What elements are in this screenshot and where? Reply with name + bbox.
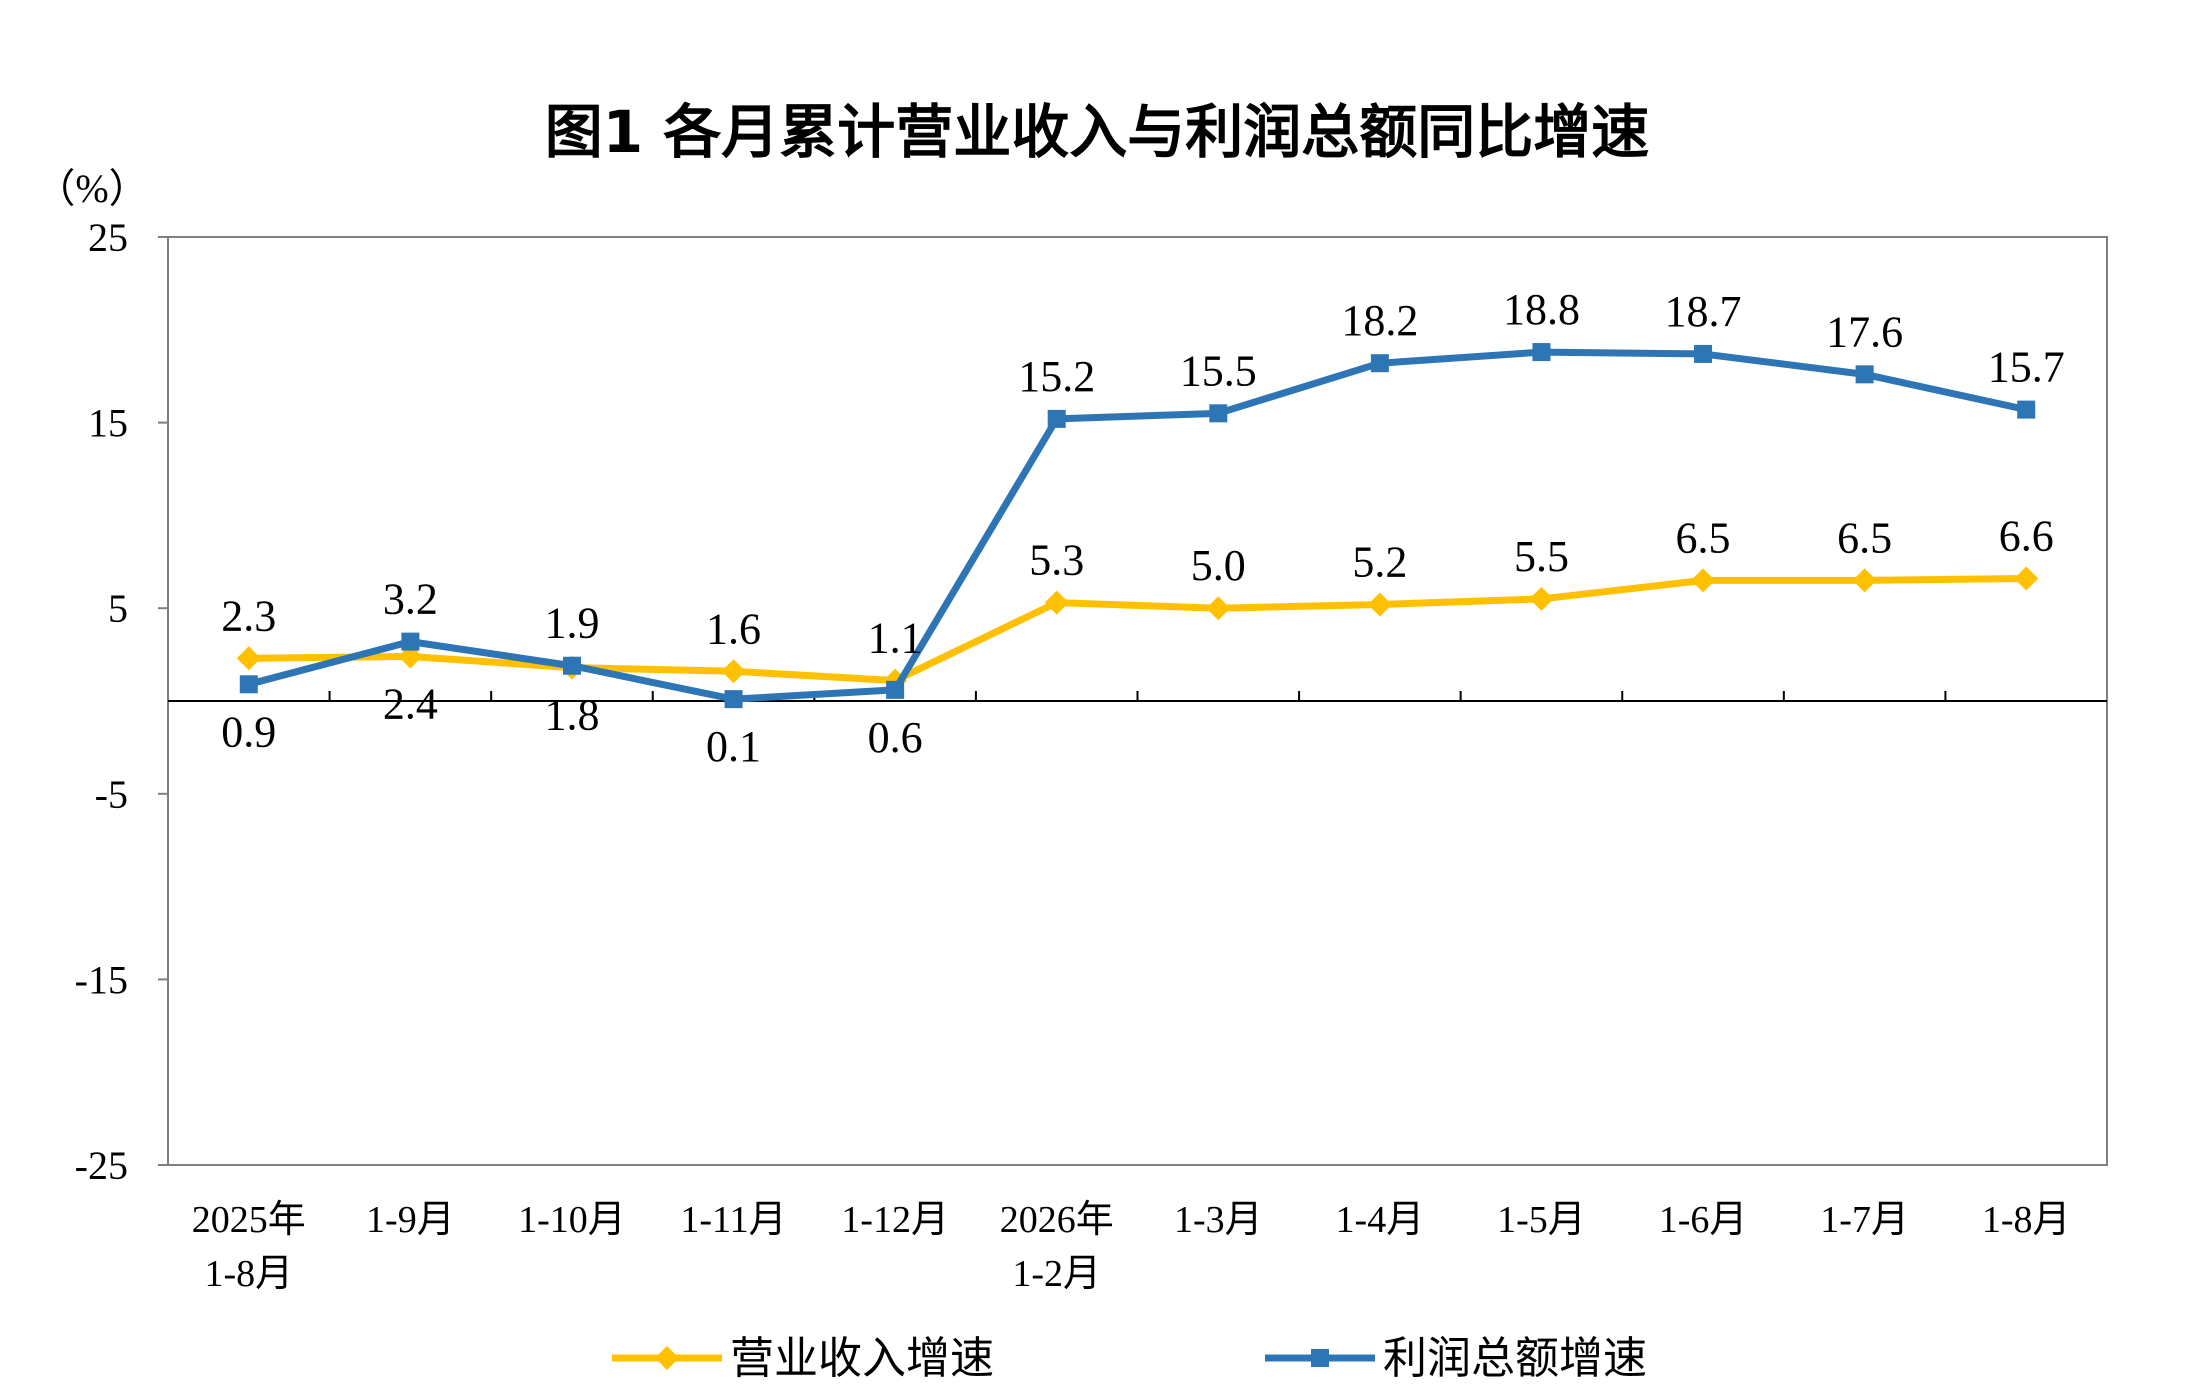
- data-point-1: [1206, 596, 1231, 621]
- data-point-1: [1852, 568, 1877, 593]
- data-label-2: 0.9: [221, 707, 276, 756]
- data-label-2: 0.1: [706, 722, 761, 771]
- data-label-1: 2.3: [221, 591, 276, 640]
- x-tick-label: 2025年 1-8月: [192, 1199, 306, 1295]
- data-label-1: 6.5: [1676, 513, 1731, 562]
- data-label-2: 0.6: [868, 713, 923, 762]
- x-tick-label: 1-10月: [518, 1199, 626, 1241]
- chart-title: 图1 各月累计营业收入与利润总额同比增速: [545, 98, 1650, 166]
- y-tick-label: -5: [95, 772, 128, 817]
- data-point-2: [239, 675, 258, 694]
- y-tick-label: 5: [108, 586, 128, 631]
- data-label-1: 5.2: [1352, 537, 1407, 586]
- y-tick-label: -25: [75, 1143, 128, 1188]
- data-label-1: 5.5: [1514, 532, 1569, 581]
- data-point-2: [724, 690, 743, 709]
- data-point-1: [721, 659, 746, 684]
- data-label-1: 5.3: [1029, 536, 1084, 585]
- legend-label-1: 营业收入增速: [730, 1333, 994, 1384]
- data-label-1: 1.8: [544, 691, 599, 740]
- data-label-1: 6.6: [1999, 512, 2054, 561]
- data-point-2: [886, 680, 905, 699]
- x-tick-label: 1-11月: [680, 1199, 786, 1241]
- series-line-2: [245, 348, 2030, 703]
- y-tick-label: 15: [88, 401, 128, 446]
- data-point-1: [1367, 592, 1392, 617]
- x-tick-label: 1-5月: [1497, 1199, 1586, 1241]
- data-label-1: 6.5: [1837, 513, 1892, 562]
- data-point-2: [2017, 400, 2036, 419]
- data-label-2: 15.7: [1988, 343, 2065, 392]
- series-line-1: [245, 575, 2030, 685]
- data-label-1: 1.1: [868, 614, 923, 663]
- x-tick-label: 1-4月: [1336, 1199, 1425, 1241]
- y-axis-unit-label: （%）: [35, 166, 148, 211]
- data-label-2: 17.6: [1826, 307, 1903, 356]
- data-point-2: [401, 632, 420, 651]
- legend: 营业收入增速 利润总额增速: [612, 1333, 1647, 1384]
- x-tick-label: 1-3月: [1174, 1199, 1263, 1241]
- data-point-2: [1855, 365, 1874, 384]
- axes-layer: 25 15 5 -5 -15 -25 2025年 1-8月 1-9月 1-10月 1-11月 1-12…: [75, 215, 2107, 1295]
- data-labels-layer: 2.3 2.4 1.8 1.6 1.1 5.3 5.0 5.2 5.5 6.5 6.5 6.6 0.9 3…: [221, 285, 2064, 771]
- data-point-1: [2014, 566, 2039, 591]
- x-tick-label: 1-9月: [366, 1199, 455, 1241]
- data-label-1: 1.6: [706, 604, 761, 653]
- legend-swatch-marker-1: [655, 1346, 679, 1370]
- data-label-2: 18.8: [1503, 285, 1580, 334]
- series-layer: [236, 343, 2039, 709]
- data-point-1: [1529, 586, 1554, 611]
- data-point-2: [1370, 354, 1389, 373]
- data-point-1: [1691, 568, 1716, 593]
- data-point-1: [236, 646, 261, 671]
- data-point-1: [1044, 590, 1069, 615]
- data-point-2: [1047, 409, 1066, 428]
- y-tick-label: 25: [88, 215, 128, 260]
- x-tick-label: 1-8月: [1982, 1199, 2071, 1241]
- data-point-2: [562, 656, 581, 675]
- data-label-2: 15.2: [1018, 352, 1095, 401]
- x-tick-label: 1-7月: [1820, 1199, 1909, 1241]
- legend-swatch-marker-2: [1311, 1349, 1329, 1367]
- legend-label-2: 利润总额增速: [1383, 1333, 1647, 1384]
- data-point-2: [1694, 344, 1713, 363]
- x-tick-label: 1-6月: [1659, 1199, 1748, 1241]
- data-label-2: 1.9: [544, 599, 599, 648]
- data-label-2: 15.5: [1180, 346, 1257, 395]
- data-label-2: 18.7: [1665, 287, 1742, 336]
- data-point-2: [1209, 404, 1228, 423]
- y-tick-label: -15: [75, 957, 128, 1002]
- data-label-1: 5.0: [1191, 541, 1246, 590]
- data-point-2: [1532, 343, 1551, 362]
- x-tick-label: 2026年 1-2月: [1000, 1199, 1114, 1295]
- x-tick-label: 1-12月: [841, 1199, 949, 1241]
- data-label-2: 3.2: [383, 575, 438, 624]
- data-label-2: 18.2: [1341, 296, 1418, 345]
- data-label-1: 2.4: [383, 679, 438, 728]
